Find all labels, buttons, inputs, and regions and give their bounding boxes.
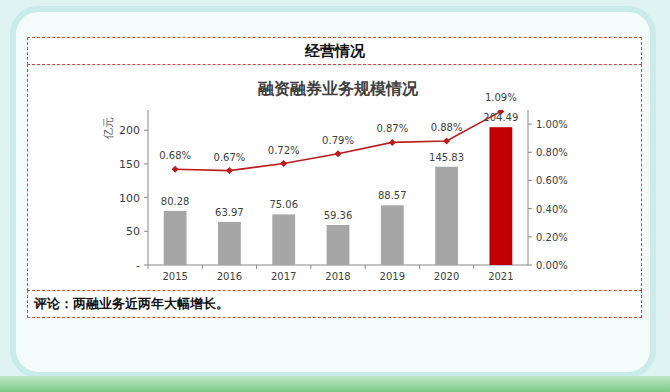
x-tick bbox=[365, 265, 366, 269]
y-tick bbox=[144, 231, 148, 232]
x-tick bbox=[473, 265, 474, 269]
plot-marks bbox=[164, 110, 513, 265]
data-labels: 80.28 63.97 75.06 59.36 88.57 145.83 204.49 0.6… bbox=[159, 92, 518, 221]
line-label: 0.68% bbox=[159, 150, 191, 161]
line-label: 0.87% bbox=[376, 123, 408, 134]
y-tick bbox=[144, 130, 148, 131]
decoration bbox=[0, 376, 670, 392]
y-tick-label: 200 bbox=[119, 124, 140, 137]
line-marker bbox=[443, 138, 450, 145]
bar-label: 88.57 bbox=[378, 190, 407, 201]
bar bbox=[381, 205, 404, 265]
line-label: 0.67% bbox=[214, 152, 246, 163]
y2-axis-line bbox=[528, 110, 529, 265]
y2-tick bbox=[528, 236, 532, 237]
header-title: 经营情况 bbox=[27, 37, 642, 65]
x-tick-label: 2020 bbox=[434, 271, 459, 282]
bar bbox=[435, 167, 458, 265]
bar-label: 63.97 bbox=[215, 207, 244, 218]
y2-tick-label: 0.00% bbox=[536, 260, 568, 271]
x-tick bbox=[310, 265, 311, 269]
x-tick bbox=[148, 265, 149, 269]
chart-title: 融资融券业务规模情况 bbox=[258, 79, 419, 98]
x-tick-label: 2018 bbox=[325, 271, 350, 282]
bar bbox=[489, 127, 512, 265]
bar bbox=[272, 214, 295, 265]
line-label: 1.09% bbox=[485, 92, 517, 103]
y2-tick-label: 0.80% bbox=[536, 147, 568, 158]
line-label: 0.88% bbox=[431, 122, 463, 133]
x-tick-label: 2017 bbox=[271, 271, 296, 282]
y-tick-label: - bbox=[136, 259, 140, 272]
y2-tick bbox=[528, 208, 532, 209]
y-tick-label: 100 bbox=[119, 192, 140, 205]
x-tick-label: 2021 bbox=[488, 271, 513, 282]
line-marker bbox=[226, 167, 233, 174]
y-tick bbox=[144, 265, 148, 266]
line bbox=[175, 111, 501, 170]
y2-tick bbox=[528, 152, 532, 153]
y-tick bbox=[144, 197, 148, 198]
y-tick bbox=[144, 163, 148, 164]
bar bbox=[327, 225, 350, 265]
y2-tick-label: 0.40% bbox=[536, 204, 568, 215]
y2-tick-label: 0.20% bbox=[536, 232, 568, 243]
y-axis-line bbox=[148, 110, 149, 265]
bar-label: 75.06 bbox=[269, 199, 298, 210]
x-tick bbox=[202, 265, 203, 269]
line-marker bbox=[389, 139, 396, 146]
bar bbox=[218, 222, 241, 265]
x-tick-label: 2016 bbox=[217, 271, 242, 282]
line-marker bbox=[335, 150, 342, 157]
x-tick bbox=[419, 265, 420, 269]
x-tick-label: 2015 bbox=[162, 271, 187, 282]
line-marker bbox=[172, 166, 179, 173]
y2-tick bbox=[528, 265, 532, 266]
x-tick-label: 2019 bbox=[380, 271, 405, 282]
bar bbox=[164, 211, 187, 265]
line-marker bbox=[280, 160, 287, 167]
bar-label: 145.83 bbox=[429, 152, 464, 163]
line-label: 0.79% bbox=[322, 135, 354, 146]
x-tick bbox=[256, 265, 257, 269]
y-tick-label: 150 bbox=[119, 158, 140, 171]
y2-tick-label: 0.60% bbox=[536, 175, 568, 186]
bar-label: 59.36 bbox=[324, 210, 353, 221]
y-tick-label: 50 bbox=[126, 225, 140, 238]
y2-tick bbox=[528, 124, 532, 125]
y-axis-label: 亿元 bbox=[102, 117, 115, 140]
comment: 评论：两融业务近两年大幅增长。 bbox=[27, 290, 642, 318]
bar-label: 204.49 bbox=[483, 112, 518, 123]
line-label: 0.72% bbox=[268, 145, 300, 156]
chart: 融资融券业务规模情况亿元 - 50 100 150 200 0.00% 0.20% 0.40% 0… bbox=[0, 0, 670, 392]
y2-tick-label: 1.00% bbox=[536, 119, 568, 130]
bar-label: 80.28 bbox=[161, 196, 190, 207]
y2-tick bbox=[528, 180, 532, 181]
